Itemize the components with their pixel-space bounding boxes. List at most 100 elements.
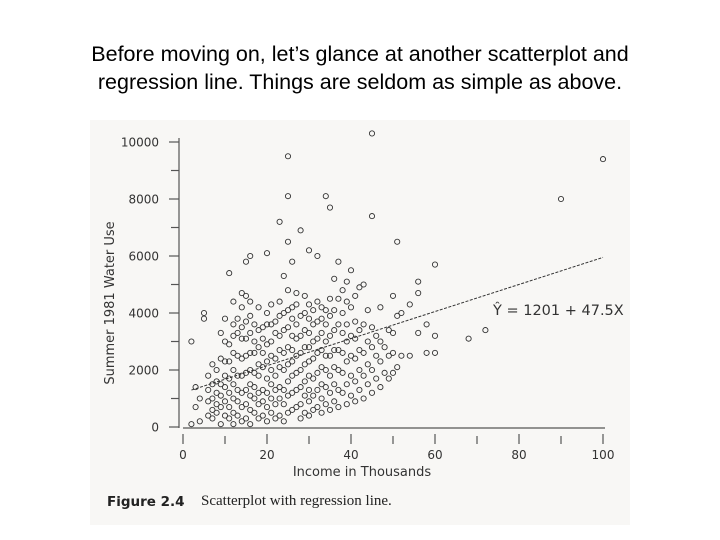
data-point — [360, 321, 367, 328]
data-point — [368, 344, 376, 351]
data-point — [230, 349, 237, 356]
x-axis-label: Income in Thousands — [293, 465, 432, 480]
data-point — [217, 392, 224, 399]
data-point — [217, 355, 224, 362]
data-point — [310, 375, 317, 382]
data-point — [226, 403, 233, 411]
data-point — [280, 401, 287, 408]
data-point — [318, 409, 325, 416]
y-tick-label: 6000 — [128, 250, 159, 264]
data-point — [230, 395, 237, 402]
data-point — [255, 344, 262, 351]
data-point — [234, 329, 241, 336]
data-point — [238, 389, 245, 396]
data-point — [230, 332, 237, 339]
data-point — [322, 384, 329, 391]
data-point — [297, 401, 304, 408]
data-point — [238, 355, 245, 362]
data-point — [247, 298, 254, 305]
data-point — [263, 321, 271, 328]
data-point — [268, 395, 275, 402]
axes: Summer 1981 Water Use Income in Thousand… — [103, 138, 624, 480]
slide-title-line-2: regression line. Things are seldom as si… — [97, 70, 623, 94]
data-point — [255, 304, 262, 311]
data-point — [318, 395, 325, 402]
slide-title-line-1: Before moving on, let’s glance at anothe… — [91, 42, 629, 66]
data-point — [347, 352, 355, 359]
data-point — [234, 315, 241, 322]
data-point — [238, 403, 245, 411]
data-point — [356, 366, 363, 374]
data-point — [314, 252, 321, 260]
data-point — [297, 384, 304, 391]
data-point — [343, 338, 350, 345]
data-point — [314, 298, 321, 305]
data-point — [242, 369, 250, 376]
data-point — [347, 267, 355, 274]
data-point — [389, 349, 397, 356]
data-point — [381, 344, 388, 351]
data-point — [251, 409, 258, 416]
data-point — [326, 295, 334, 302]
data-point — [251, 338, 258, 345]
data-point — [385, 375, 392, 382]
scanned-figure: Summer 1981 Water Use Income in Thousand… — [90, 120, 630, 525]
data-point — [343, 278, 350, 285]
data-point — [314, 349, 321, 356]
data-point — [297, 349, 304, 356]
data-point — [234, 412, 241, 419]
slide-title: Before moving on, let’s glance at anothe… — [20, 40, 700, 96]
data-point — [242, 318, 250, 325]
data-point — [251, 384, 258, 391]
data-point — [314, 403, 321, 411]
data-point — [297, 415, 304, 422]
data-point — [322, 366, 329, 374]
data-point — [255, 327, 262, 334]
data-point — [343, 401, 350, 408]
data-point — [209, 395, 216, 402]
data-point — [293, 369, 300, 376]
data-point — [293, 301, 300, 308]
data-point — [368, 324, 376, 331]
data-point — [305, 344, 313, 351]
data-point — [360, 372, 367, 379]
data-point — [423, 349, 430, 356]
data-point — [360, 281, 367, 288]
data-point — [377, 338, 384, 345]
data-point — [213, 378, 220, 385]
data-point — [293, 403, 300, 411]
data-point — [339, 389, 346, 396]
data-point — [322, 338, 329, 345]
data-point — [230, 381, 237, 388]
data-point — [200, 309, 208, 317]
data-point — [415, 278, 422, 285]
data-point — [238, 372, 245, 379]
data-point — [415, 329, 422, 336]
data-point — [293, 386, 300, 394]
data-point — [335, 403, 342, 411]
data-point — [251, 395, 258, 402]
data-point — [326, 352, 334, 359]
y-tick-label: 10000 — [121, 136, 159, 150]
data-point — [305, 247, 313, 254]
data-point — [234, 398, 241, 405]
data-point — [268, 409, 275, 416]
x-tick-label: 40 — [343, 448, 358, 462]
data-point — [284, 193, 292, 200]
data-point — [305, 315, 313, 322]
data-point — [301, 327, 308, 334]
data-point — [242, 258, 250, 265]
data-point — [347, 392, 355, 399]
data-point — [314, 369, 321, 376]
data-point — [347, 304, 355, 311]
data-point — [259, 349, 266, 356]
data-point — [326, 406, 334, 413]
data-point — [230, 298, 237, 305]
data-point — [297, 366, 304, 374]
data-point — [305, 412, 313, 419]
data-point — [326, 312, 334, 319]
data-point — [238, 289, 245, 297]
data-point — [230, 421, 237, 428]
data-point — [247, 349, 254, 356]
data-point — [272, 318, 279, 325]
